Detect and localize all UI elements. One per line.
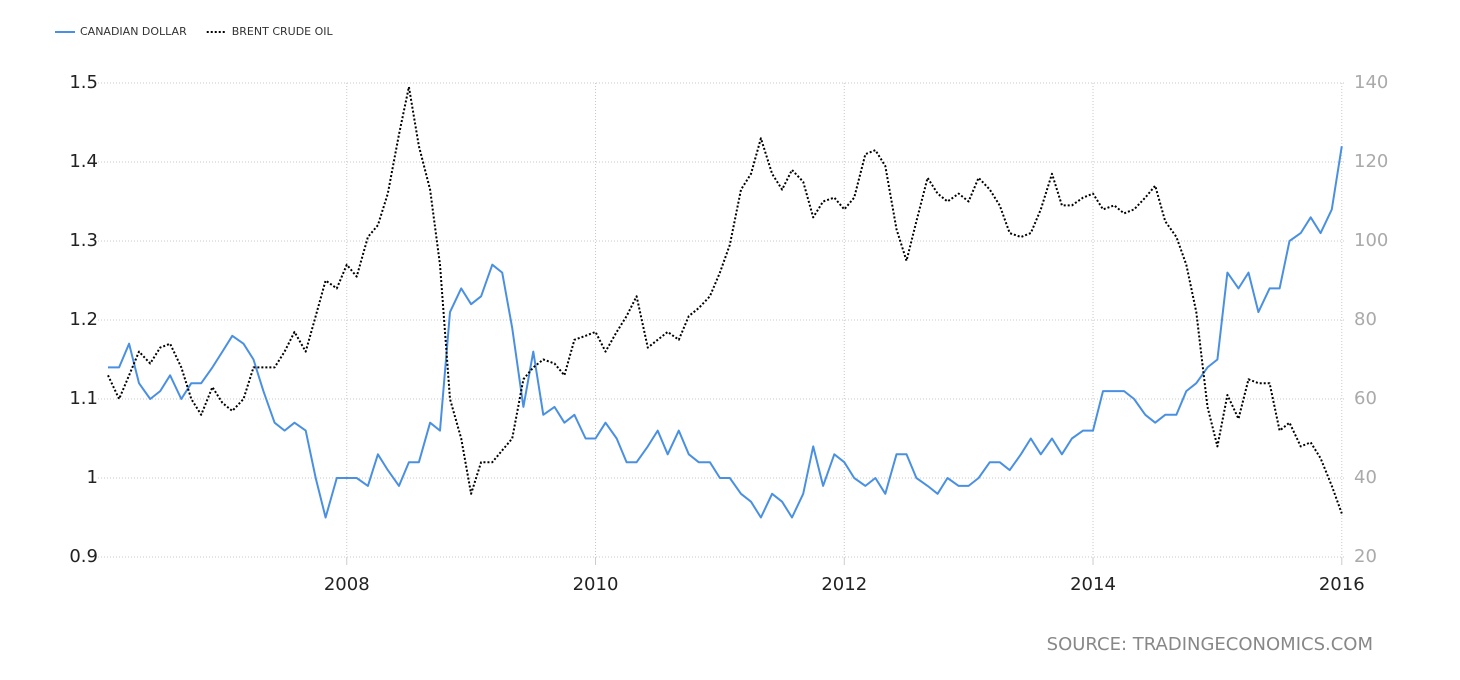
y-tick-label: 1.5 <box>69 72 98 93</box>
x-tick-label: 2012 <box>821 574 867 595</box>
y-tick-label: 1.3 <box>69 230 98 251</box>
y2-tick-label: 40 <box>1354 467 1377 488</box>
y-tick-label: 0.9 <box>69 546 98 567</box>
x-tick-label: 2008 <box>324 574 370 595</box>
y2-tick-label: 140 <box>1354 72 1388 93</box>
x-tick-label: 2010 <box>573 574 619 595</box>
y2-tick-label: 20 <box>1354 546 1377 567</box>
y2-tick-label: 80 <box>1354 309 1377 330</box>
series-line <box>108 146 1343 519</box>
x-tick-label: 2014 <box>1070 574 1116 595</box>
legend-label: CANADIAN DOLLAR <box>80 25 187 38</box>
y-tick-label: 1.2 <box>69 309 98 330</box>
x-tick-label: 2016 <box>1319 574 1365 595</box>
y2-tick-label: 120 <box>1354 151 1388 172</box>
y-tick-label: 1.4 <box>69 151 98 172</box>
source: SOURCE: TRADINGECONOMICS.COM <box>1047 634 1373 655</box>
series-line <box>107 85 1343 514</box>
legend-label: BRENT CRUDE OIL <box>232 25 334 38</box>
y2-tick-label: 100 <box>1354 230 1388 251</box>
y-tick-label: 1.1 <box>69 388 98 409</box>
y2-tick-label: 60 <box>1354 388 1377 409</box>
y-tick-label: 1 <box>87 467 98 488</box>
